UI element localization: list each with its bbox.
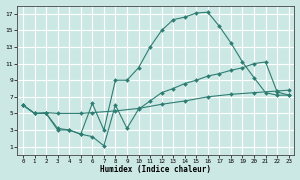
X-axis label: Humidex (Indice chaleur): Humidex (Indice chaleur) [100, 165, 211, 174]
